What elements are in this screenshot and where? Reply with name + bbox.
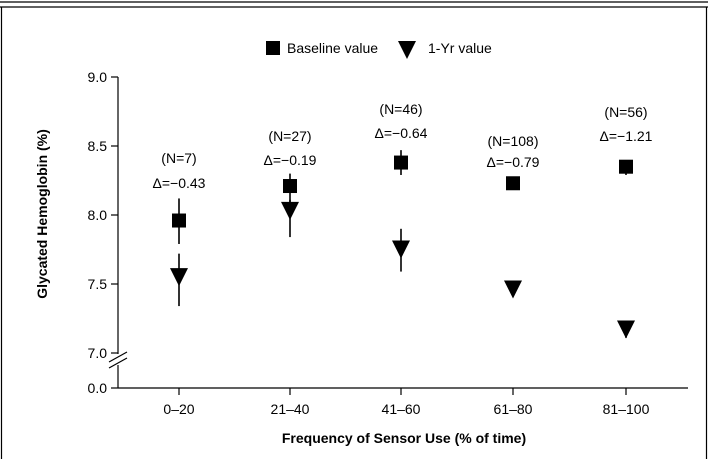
legend-oneyear-marker <box>398 41 416 59</box>
oneyear-point <box>617 320 635 339</box>
baseline-point <box>506 176 520 191</box>
y-ticks: 9.0 8.5 8.0 7.5 7.0 <box>88 69 118 361</box>
y-tick-label: 8.0 <box>88 207 108 223</box>
oneyear-point <box>392 240 410 259</box>
baseline-point <box>394 155 408 170</box>
legend-baseline-marker <box>266 41 280 55</box>
annotation-n: (N=108) <box>488 133 539 149</box>
oneyear-point <box>170 268 188 287</box>
legend-baseline-label: Baseline value <box>287 40 378 56</box>
x-tick-label: 0–20 <box>163 401 194 417</box>
annotation-delta: Δ=−0.43 <box>153 175 206 191</box>
x-tick-label: 21–40 <box>271 401 310 417</box>
axis-break-mark <box>108 351 128 363</box>
baseline-point <box>283 179 297 194</box>
axis-break-mark <box>108 357 128 369</box>
y-tick-label: 8.5 <box>88 138 108 154</box>
annotation-delta: Δ=−0.19 <box>264 152 317 168</box>
annotation-n: (N=56) <box>604 104 647 120</box>
annotation-delta: Δ=−1.21 <box>600 128 653 144</box>
annotations: (N=7) Δ=−0.43 (N=27) Δ=−0.19 (N=46) Δ=−0.64 (N… <box>153 101 653 191</box>
annotation-delta: Δ=−0.64 <box>375 125 428 141</box>
annotation-delta: Δ=−0.79 <box>487 154 540 170</box>
data-marks <box>170 150 635 339</box>
x-tick-label: 81–100 <box>603 401 650 417</box>
oneyear-point <box>281 201 299 220</box>
annotation-n: (N=27) <box>268 128 311 144</box>
y-tick-label: 7.0 <box>88 345 108 361</box>
y-tick-label: 7.5 <box>88 276 108 292</box>
baseline-point <box>172 213 186 228</box>
legend: Baseline value 1-Yr value <box>266 40 492 59</box>
baseline-point <box>619 159 633 174</box>
x-tick-label: 61–80 <box>494 401 533 417</box>
annotation-n: (N=7) <box>161 150 196 166</box>
y-axis-label: Glycated Hemoglobin (%) <box>34 129 50 299</box>
x-tick-label: 41–60 <box>382 401 421 417</box>
oneyear-point <box>504 280 522 299</box>
legend-oneyear-label: 1-Yr value <box>428 40 492 56</box>
annotation-n: (N=46) <box>379 101 422 117</box>
x-ticks: 0–20 21–40 41–60 61–80 81–100 <box>163 388 650 417</box>
y-tick-label: 9.0 <box>88 69 108 85</box>
x-axis-label: Frequency of Sensor Use (% of time) <box>282 430 526 446</box>
y-break-label: 0.0 <box>88 380 108 396</box>
